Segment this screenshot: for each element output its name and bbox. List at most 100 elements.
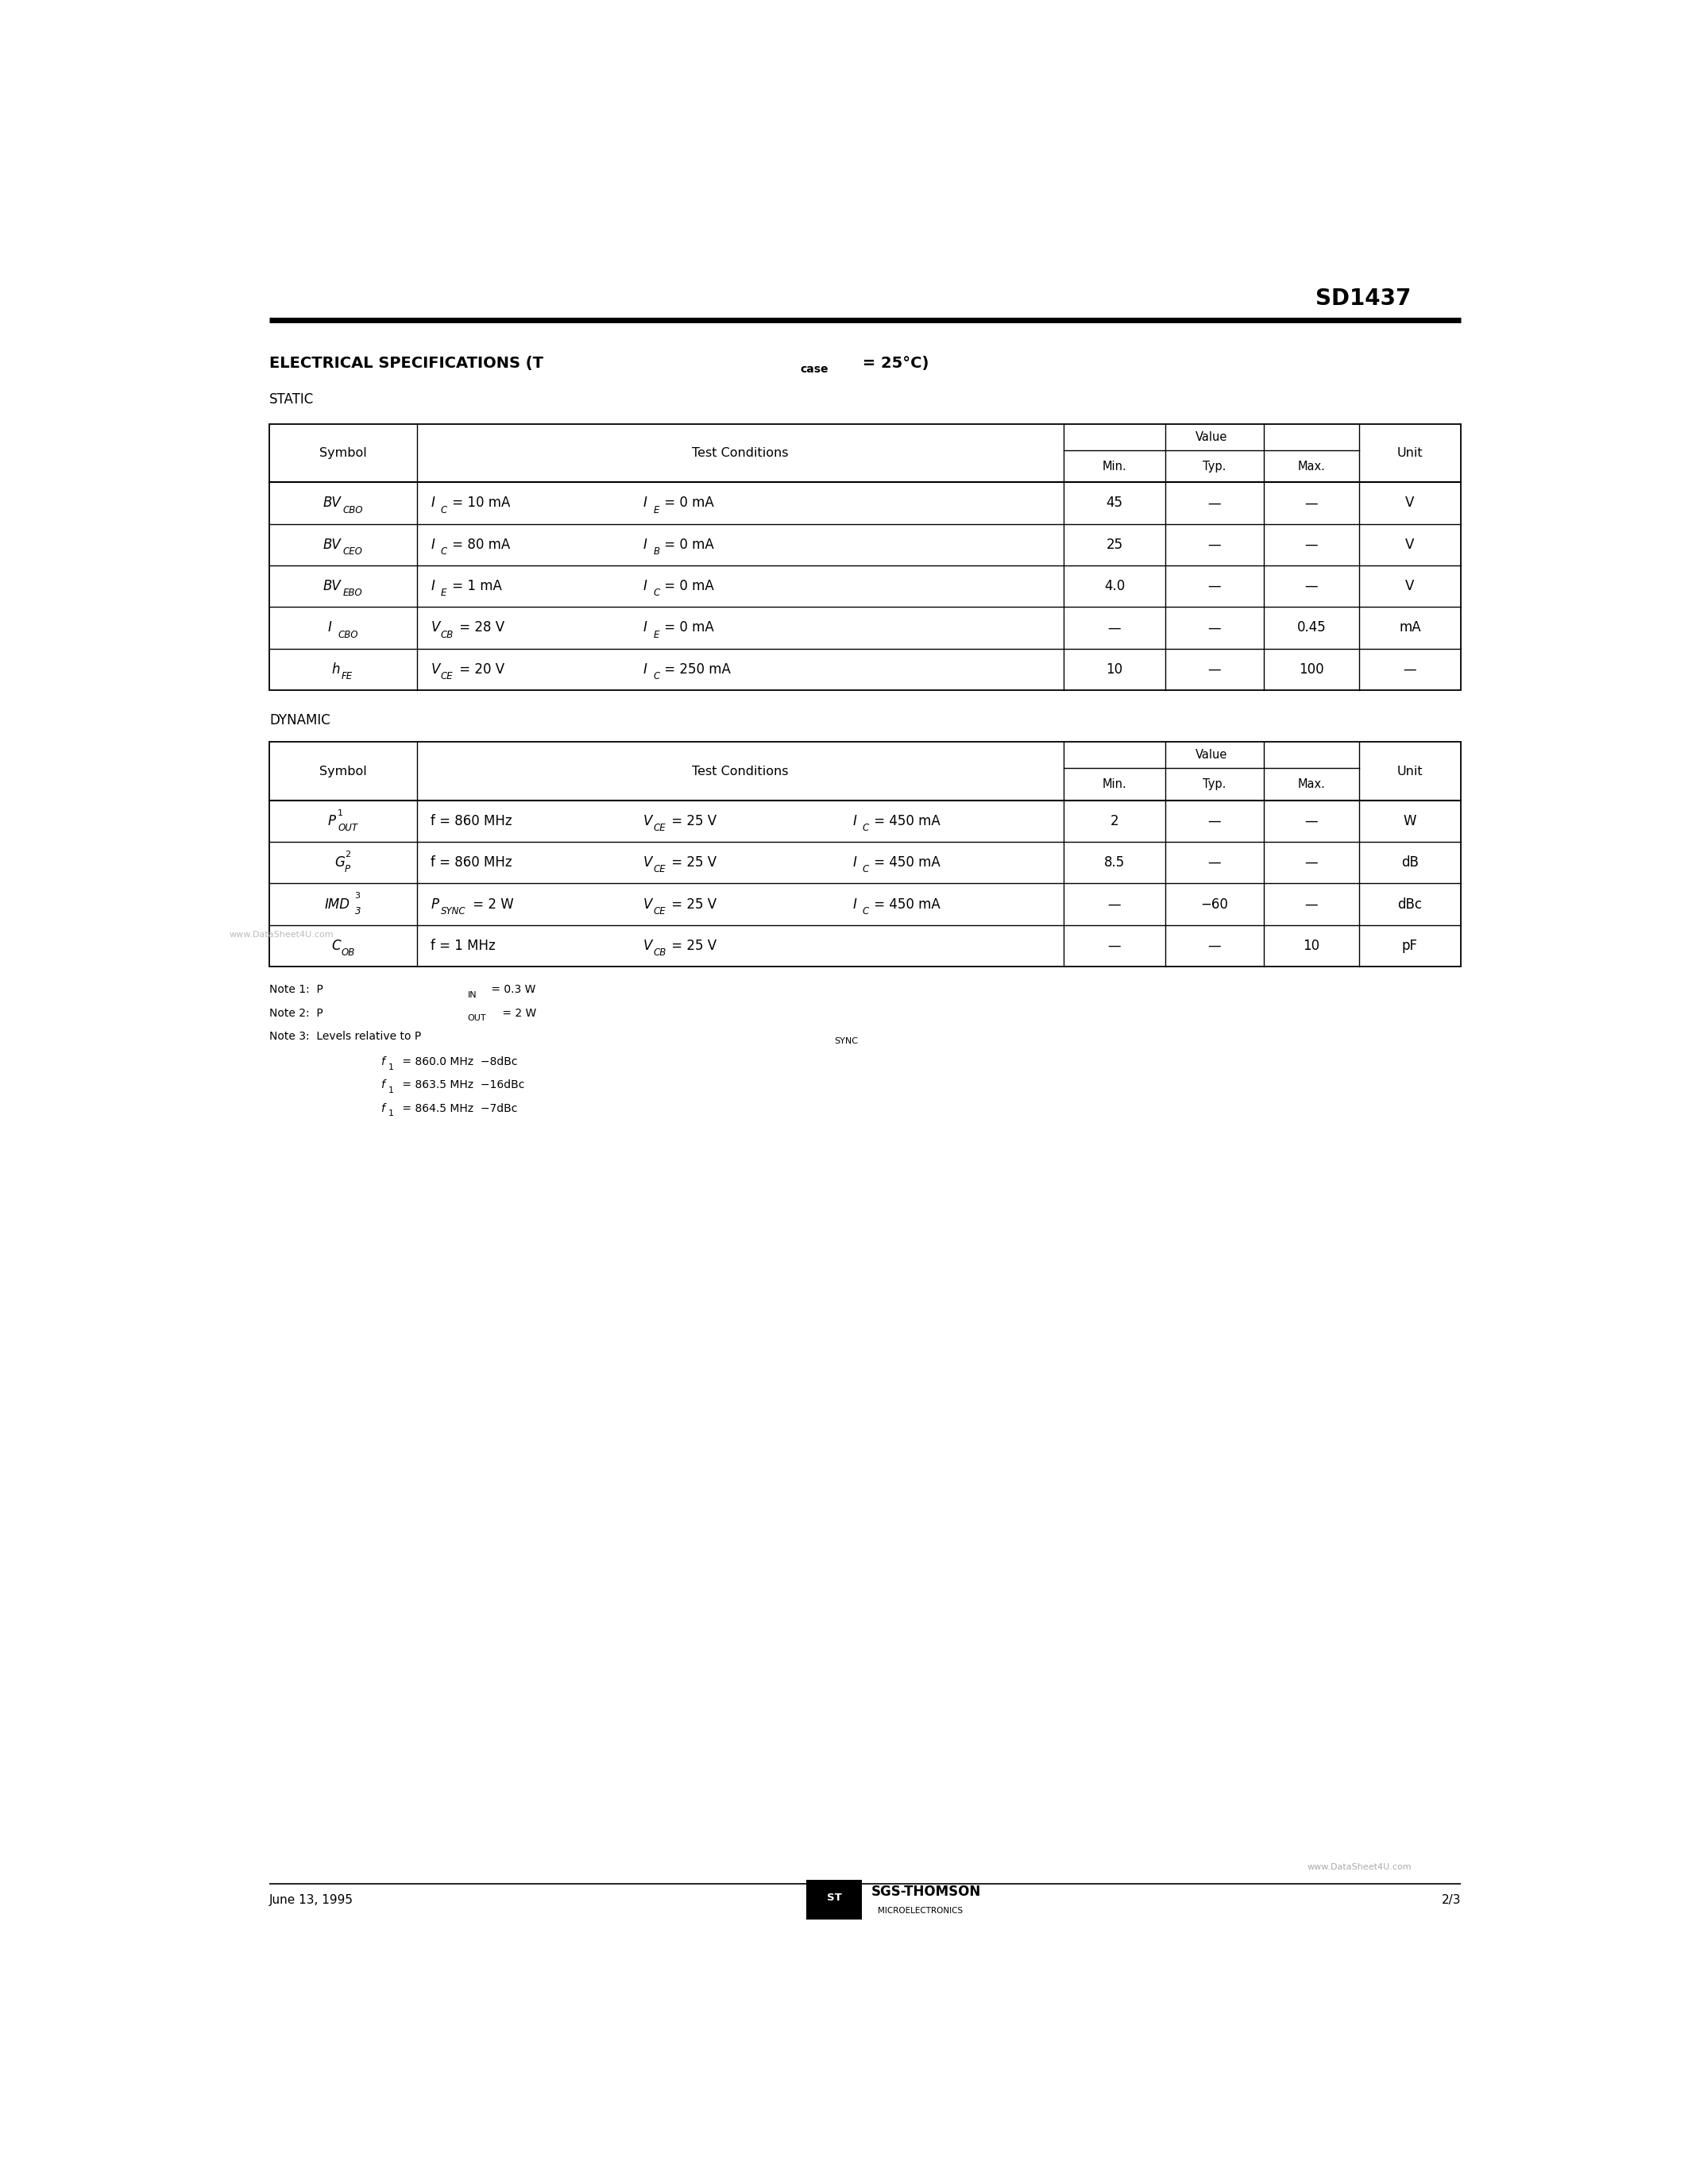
Text: —: — — [1107, 939, 1121, 952]
Text: V: V — [430, 620, 441, 636]
Text: E: E — [653, 505, 658, 515]
Text: = 80 mA: = 80 mA — [447, 537, 510, 553]
Text: —: — — [1305, 537, 1318, 553]
Text: 25: 25 — [1106, 537, 1123, 553]
Text: —: — — [1403, 662, 1416, 677]
Text: 0.45: 0.45 — [1296, 620, 1327, 636]
Text: C: C — [653, 670, 660, 681]
Text: = 450 mA: = 450 mA — [869, 898, 940, 911]
Text: P: P — [327, 815, 336, 828]
Text: P: P — [430, 898, 439, 911]
Text: SYNC: SYNC — [834, 1037, 859, 1046]
Text: = 2 W: = 2 W — [498, 1007, 537, 1018]
Text: BV: BV — [322, 579, 341, 594]
Text: CE: CE — [653, 865, 665, 876]
Text: = 0 mA: = 0 mA — [660, 496, 714, 511]
Text: = 0 mA: = 0 mA — [660, 579, 714, 594]
Text: V: V — [643, 939, 652, 952]
Text: E: E — [653, 629, 658, 640]
Text: CB: CB — [441, 629, 454, 640]
Text: Typ.: Typ. — [1204, 778, 1225, 791]
Text: = 10 mA: = 10 mA — [447, 496, 510, 511]
Text: E: E — [441, 587, 447, 598]
Text: Unit: Unit — [1398, 448, 1423, 459]
Text: 10: 10 — [1106, 662, 1123, 677]
Text: CEO: CEO — [343, 546, 363, 557]
Text: I: I — [430, 579, 434, 594]
Text: —: — — [1305, 815, 1318, 828]
Text: = 450 mA: = 450 mA — [869, 815, 940, 828]
Text: OUT: OUT — [468, 1013, 486, 1022]
Text: SYNC: SYNC — [441, 906, 466, 917]
Text: V: V — [1406, 496, 1415, 511]
Text: = 250 mA: = 250 mA — [660, 662, 731, 677]
Text: dBc: dBc — [1398, 898, 1423, 911]
Text: 1: 1 — [388, 1064, 393, 1070]
Text: = 0 mA: = 0 mA — [660, 537, 714, 553]
Text: —: — — [1107, 620, 1121, 636]
Text: pF: pF — [1403, 939, 1418, 952]
Text: —: — — [1209, 537, 1220, 553]
Text: = 2 W: = 2 W — [469, 898, 515, 911]
Text: Symbol: Symbol — [319, 448, 366, 459]
Text: 10: 10 — [1303, 939, 1320, 952]
Text: CE: CE — [653, 906, 665, 917]
Text: f = 860 MHz: f = 860 MHz — [430, 815, 511, 828]
Text: Typ.: Typ. — [1204, 461, 1225, 472]
Text: dB: dB — [1401, 856, 1418, 869]
Text: Test Conditions: Test Conditions — [692, 448, 788, 459]
Text: V: V — [1406, 579, 1415, 594]
Text: Symbol: Symbol — [319, 764, 366, 778]
Text: f: f — [380, 1057, 385, 1068]
Text: BV: BV — [322, 496, 341, 511]
Text: Note 2:  P: Note 2: P — [270, 1007, 324, 1018]
Text: mA: mA — [1399, 620, 1421, 636]
Text: = 25 V: = 25 V — [667, 815, 717, 828]
Text: —: — — [1209, 579, 1220, 594]
Text: = 0.3 W: = 0.3 W — [488, 985, 537, 996]
Text: —: — — [1209, 939, 1220, 952]
Text: 1: 1 — [388, 1085, 393, 1094]
Text: I: I — [852, 856, 856, 869]
Text: W: W — [1403, 815, 1416, 828]
Text: June 13, 1995: June 13, 1995 — [270, 1894, 354, 1907]
Text: = 860.0 MHz  −8dBc: = 860.0 MHz −8dBc — [398, 1057, 518, 1068]
Text: www.DataSheet4U.com: www.DataSheet4U.com — [230, 930, 334, 939]
Text: 2/3: 2/3 — [1442, 1894, 1460, 1907]
Text: = 0 mA: = 0 mA — [660, 620, 714, 636]
Text: IN: IN — [468, 992, 478, 998]
Text: V: V — [643, 856, 652, 869]
Text: —: — — [1305, 856, 1318, 869]
Text: = 20 V: = 20 V — [454, 662, 505, 677]
Text: CBO: CBO — [338, 629, 358, 640]
Text: 45: 45 — [1106, 496, 1123, 511]
Text: 2: 2 — [344, 852, 351, 858]
Text: 3: 3 — [354, 906, 361, 917]
Text: —: — — [1209, 662, 1220, 677]
Text: I: I — [643, 537, 647, 553]
Text: —: — — [1209, 856, 1220, 869]
Text: DYNAMIC: DYNAMIC — [270, 714, 331, 727]
Text: C: C — [331, 939, 341, 952]
Text: h: h — [331, 662, 339, 677]
Text: SD1437: SD1437 — [1317, 288, 1411, 310]
Text: —: — — [1305, 496, 1318, 511]
Text: 2: 2 — [1111, 815, 1119, 828]
Text: —: — — [1209, 815, 1220, 828]
Text: C: C — [441, 505, 447, 515]
Text: —: — — [1107, 898, 1121, 911]
Text: Max.: Max. — [1298, 778, 1325, 791]
Text: 4.0: 4.0 — [1104, 579, 1124, 594]
Text: I: I — [643, 662, 647, 677]
Text: f: f — [380, 1103, 385, 1114]
Text: C: C — [441, 546, 447, 557]
Text: Min.: Min. — [1102, 461, 1126, 472]
Text: —: — — [1209, 620, 1220, 636]
Text: I: I — [643, 620, 647, 636]
Text: CE: CE — [441, 670, 452, 681]
Text: C: C — [863, 865, 869, 876]
Text: V: V — [643, 898, 652, 911]
Text: I: I — [643, 496, 647, 511]
Text: —: — — [1305, 579, 1318, 594]
Text: G: G — [334, 856, 344, 869]
